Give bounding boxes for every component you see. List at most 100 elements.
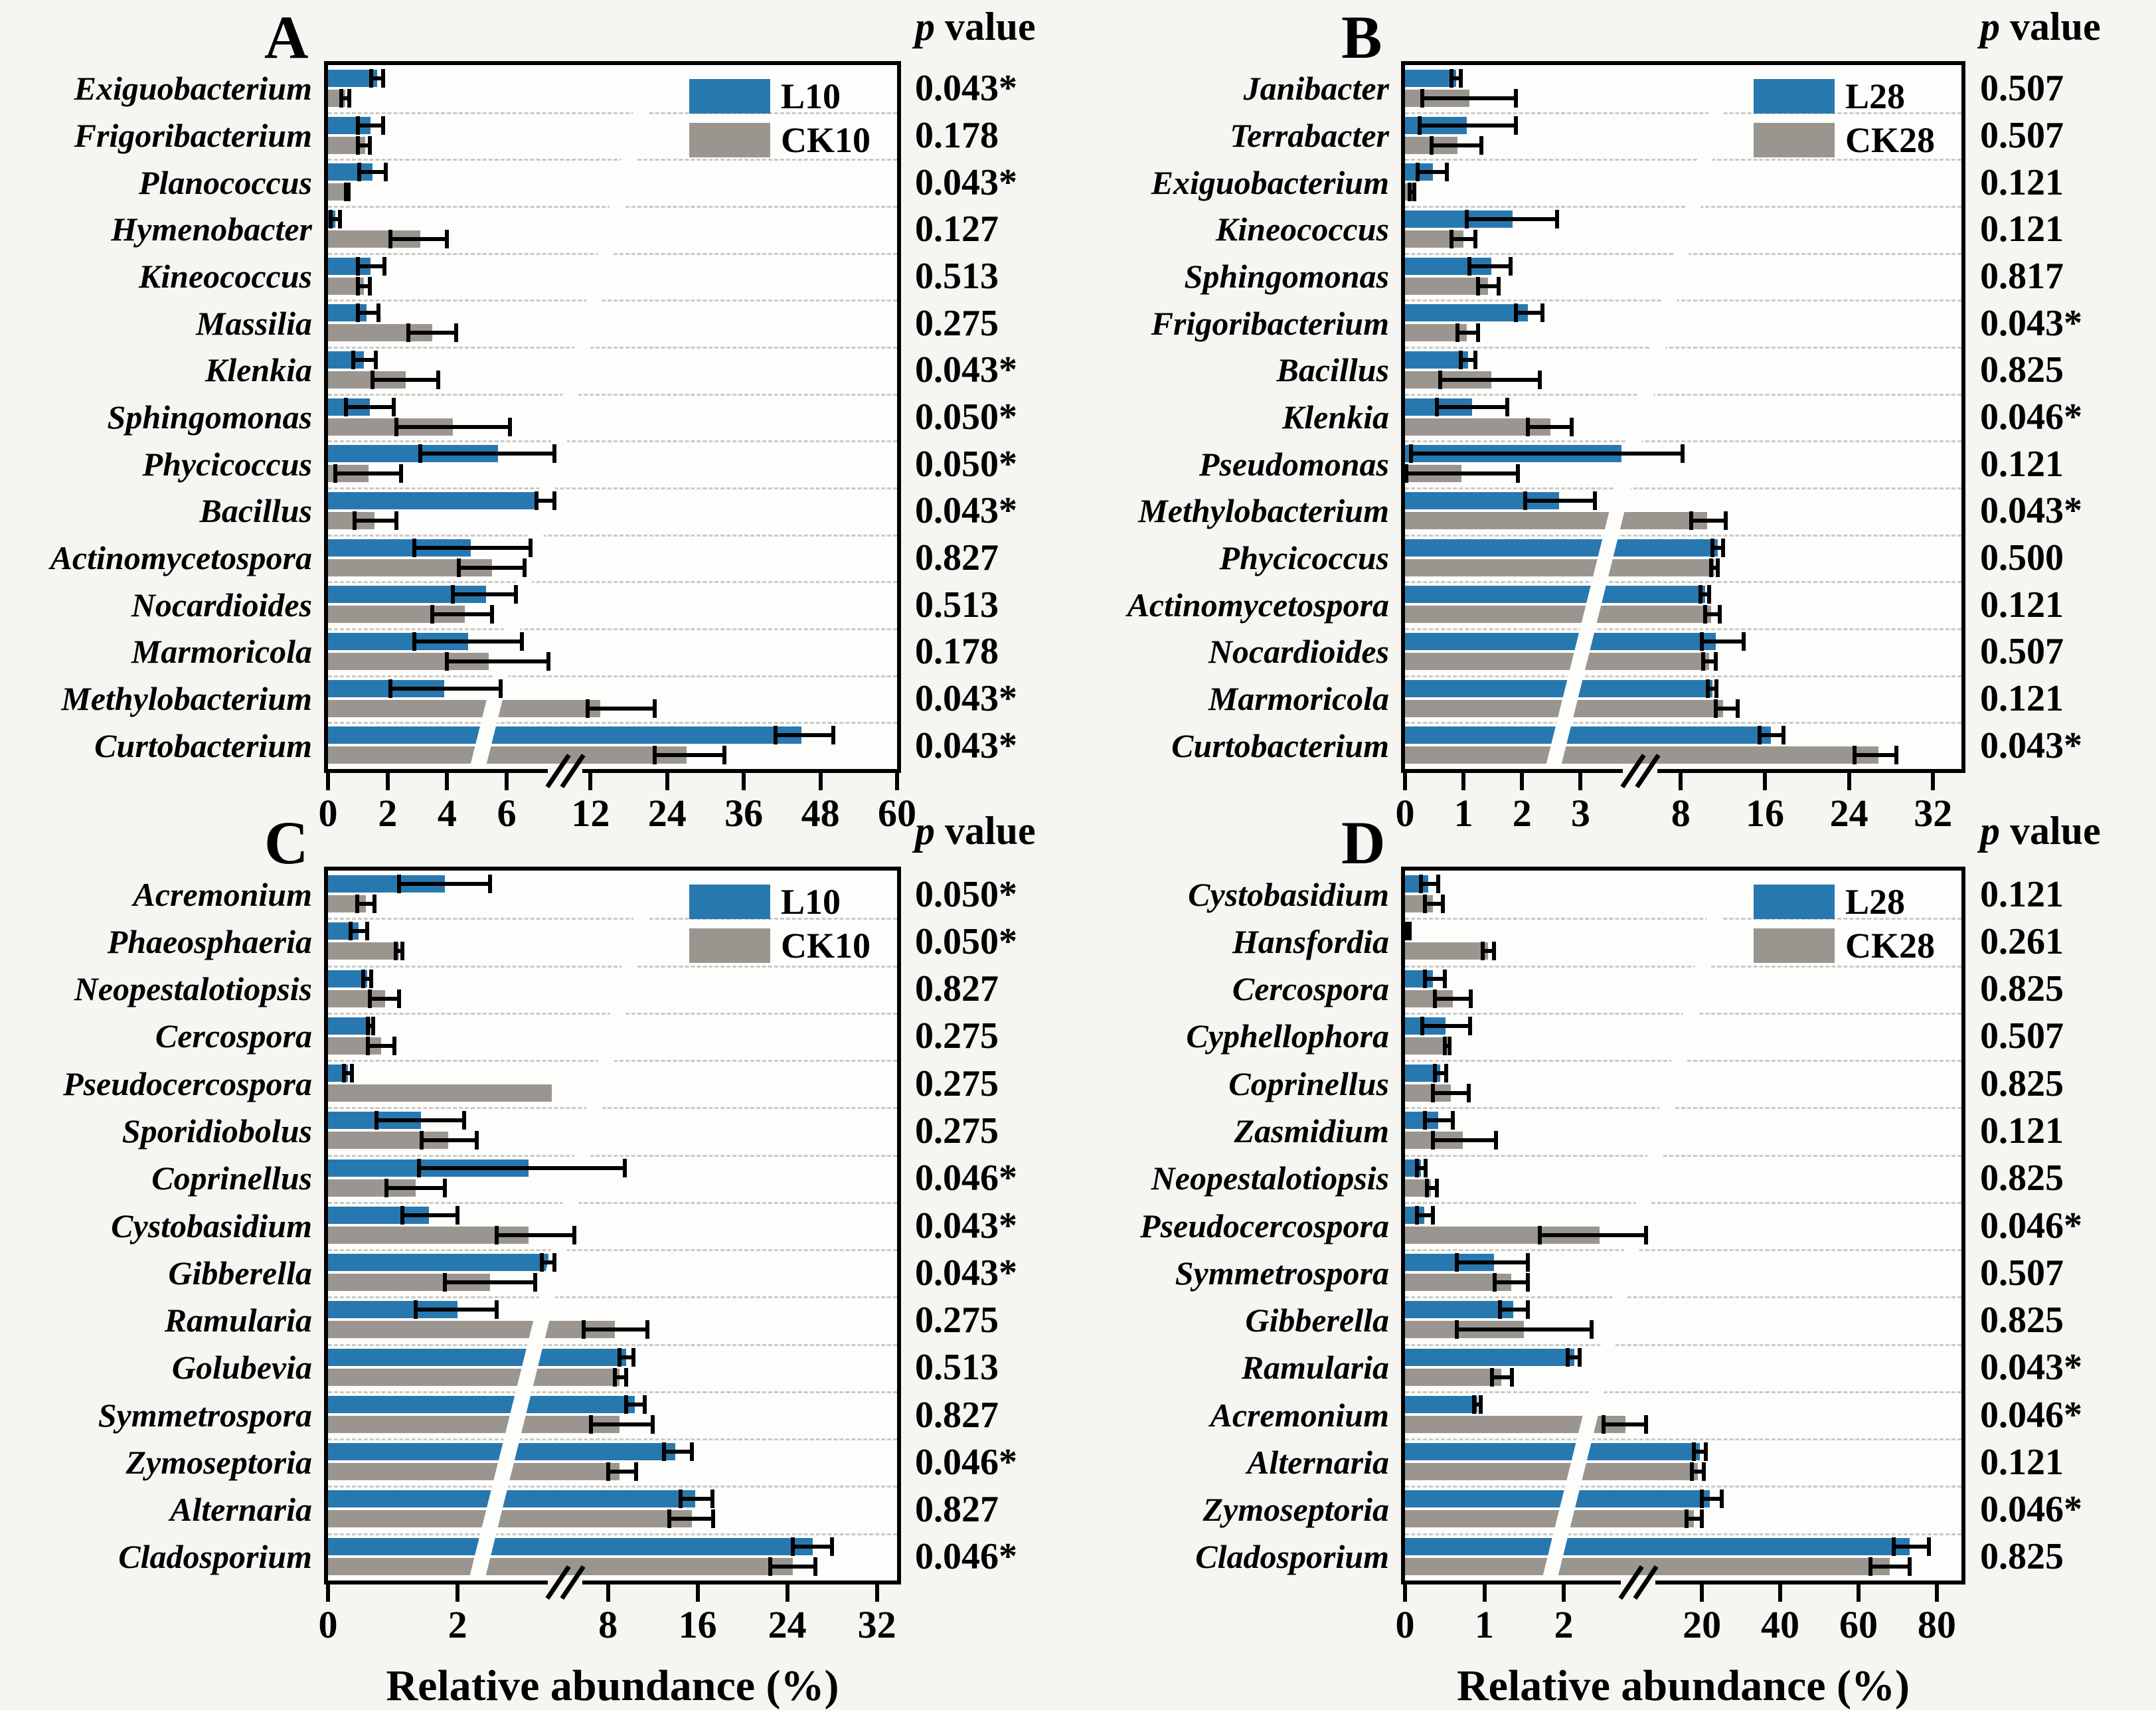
error-bar-cap — [343, 183, 348, 202]
error-bar — [368, 1023, 374, 1028]
error-bar — [331, 217, 340, 221]
bar-l10 — [328, 1254, 548, 1272]
row-separator-line — [328, 393, 897, 396]
error-bar-cap — [1704, 1442, 1708, 1462]
error-bar-cap — [617, 1347, 622, 1367]
p-value: 0.043* — [915, 68, 1017, 110]
error-bar — [355, 519, 397, 523]
error-bar — [1701, 640, 1744, 643]
bar-l10 — [328, 1017, 371, 1035]
error-bar — [1422, 1023, 1470, 1028]
error-bar — [1457, 331, 1479, 335]
error-bar — [1451, 76, 1461, 80]
error-bar-cap — [830, 1537, 835, 1556]
error-bar-cap — [412, 632, 417, 651]
plot-area-d: L28 CK28 — [1401, 867, 1965, 1584]
error-bar — [1444, 1043, 1450, 1048]
genus-label: Symmetrospora — [1175, 1254, 1389, 1292]
x-axis-tick — [695, 1584, 700, 1602]
genus-label: Neopestalotiopsis — [74, 970, 312, 1008]
error-bar — [1418, 170, 1448, 175]
error-bar-cap — [1508, 256, 1513, 276]
legend: L28 CK28 — [1754, 78, 1935, 166]
row-separator-line — [1405, 918, 1961, 920]
genus-label: Bacillus — [1276, 351, 1389, 389]
x-tick-label: 24 — [647, 792, 687, 835]
error-bar-cap — [361, 969, 365, 988]
x-axis-tick — [445, 773, 450, 790]
row-separator-line — [328, 1201, 897, 1204]
error-bar-cap — [1692, 1442, 1697, 1462]
error-bar-cap — [475, 1131, 479, 1150]
error-bar-cap — [690, 1442, 695, 1462]
error-bar — [1528, 424, 1572, 429]
genus-label: Neopestalotiopsis — [1151, 1159, 1389, 1197]
error-bar-cap — [384, 163, 388, 182]
error-bar — [1416, 1213, 1433, 1217]
bar-ck10 — [328, 1084, 552, 1102]
error-bar-cap — [373, 351, 378, 369]
p-value: 0.046* — [915, 1536, 1017, 1578]
genus-label: Pseudomonas — [1199, 445, 1389, 483]
genus-label: Frigoribacterium — [1151, 304, 1389, 342]
genus-label: Terrabacter — [1230, 117, 1389, 154]
axis-break-gap — [469, 65, 661, 769]
genus-label: Pseudocercospora — [1140, 1207, 1389, 1244]
genus-label: Nocardioides — [1208, 633, 1389, 671]
error-bar-cap — [489, 605, 494, 624]
row-separator-line — [1405, 1438, 1961, 1441]
p-value: 0.275 — [915, 302, 999, 344]
error-bar — [353, 358, 376, 362]
bar-ck10 — [328, 1510, 693, 1528]
panel-letter-c: C — [264, 809, 309, 877]
x-axis-tick — [1931, 773, 1936, 790]
error-bar-cap — [342, 1064, 347, 1083]
genus-label: Methylobacterium — [61, 680, 312, 717]
p-value-header: p value — [915, 810, 1036, 852]
x-axis-tick — [326, 1584, 330, 1602]
genus-label: Cladosporium — [118, 1538, 312, 1576]
legend-label-ck10: CK10 — [781, 926, 871, 966]
error-bar — [1424, 902, 1444, 906]
p-value: 0.046* — [1980, 1205, 2082, 1246]
legend-row: CK10 — [689, 928, 871, 964]
error-bar — [1691, 519, 1726, 523]
error-bar-cap — [546, 652, 550, 671]
row-separator-line — [328, 965, 897, 968]
error-bar-cap — [1422, 1111, 1427, 1130]
error-bar-cap — [1577, 1347, 1582, 1367]
error-bar — [1432, 1138, 1497, 1143]
error-bar-cap — [1442, 1036, 1447, 1055]
error-bar-cap — [1526, 1300, 1531, 1320]
bar-l28 — [1405, 351, 1469, 369]
error-bar-cap — [1430, 1205, 1435, 1225]
bar-l10 — [328, 1537, 813, 1555]
row-separator-line — [1405, 347, 1961, 349]
row-separator-line — [1405, 1107, 1961, 1110]
error-bar-cap — [1493, 1273, 1497, 1292]
bar-ck10 — [328, 1368, 620, 1386]
error-bar-cap — [445, 230, 450, 248]
error-bar-cap — [679, 1490, 683, 1509]
x-axis-tick — [1847, 773, 1851, 790]
genus-label: Actinomycetospora — [1127, 586, 1389, 624]
p-value-header: p value — [1980, 5, 2101, 48]
genus-label: Curtobacterium — [1171, 727, 1389, 764]
row-separator-line — [1405, 1533, 1961, 1535]
error-bar-cap — [1447, 1036, 1451, 1055]
error-bar-cap — [406, 323, 411, 343]
p-value: 0.043* — [1980, 490, 2082, 532]
error-bar-cap — [388, 230, 393, 248]
error-bar — [1478, 284, 1499, 288]
legend-label-ck10: CK10 — [781, 120, 871, 160]
error-bar-cap — [398, 464, 403, 483]
panel-letter-b: B — [1341, 3, 1382, 71]
row-separator-line — [1405, 1296, 1961, 1299]
bar-l28 — [1405, 1443, 1700, 1461]
error-bar — [359, 170, 386, 175]
error-bar — [371, 76, 383, 80]
bar-ck28 — [1405, 558, 1714, 576]
error-bar — [1432, 1091, 1469, 1096]
error-bar-cap — [1510, 1367, 1515, 1387]
legend: L10 CK10 — [689, 78, 871, 166]
